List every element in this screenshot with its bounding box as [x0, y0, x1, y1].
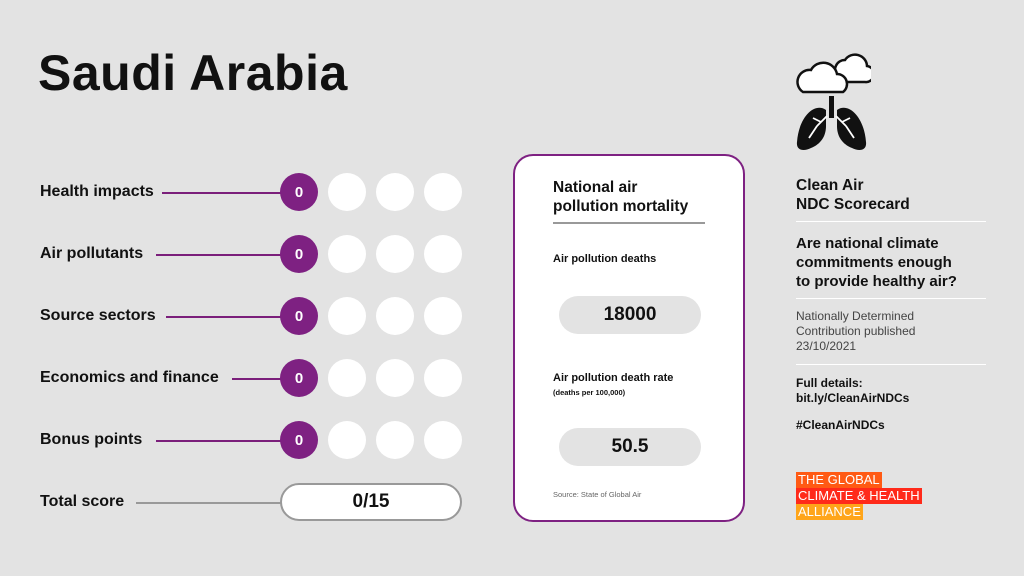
mortality-card: National air pollution mortality Air pol…: [513, 154, 745, 522]
ndc-date: 23/10/2021: [796, 339, 857, 353]
card-title-line: pollution mortality: [553, 198, 689, 215]
row-label: Bonus points: [40, 431, 143, 448]
question-line: to provide healthy air?: [796, 273, 957, 290]
page-title: Saudi Arabia: [38, 45, 348, 101]
score-dot-empty: [376, 235, 414, 273]
score-dot-filled: 0: [280, 173, 318, 211]
details-label: Full details:: [796, 376, 863, 390]
score-row-health-impacts: Health impacts 0: [40, 173, 480, 213]
card-title-underline: [553, 222, 705, 224]
hashtag: #CleanAirNDCs: [796, 418, 885, 432]
score-dot-empty: [376, 297, 414, 335]
heading-line: NDC Scorecard: [796, 196, 910, 213]
row-connector: [232, 378, 282, 380]
score-dot-empty: [328, 297, 366, 335]
score-dot-empty: [328, 173, 366, 211]
row-connector: [162, 192, 282, 194]
deaths-label: Air pollution deaths: [553, 253, 657, 265]
score-row-bonus-points: Bonus points 0: [40, 421, 480, 461]
alliance-logo-line: ALLIANCE: [796, 504, 863, 520]
total-score-row: Total score 0/15: [40, 483, 480, 523]
question-line: commitments enough: [796, 254, 952, 271]
row-connector: [166, 316, 282, 318]
divider: [796, 221, 986, 222]
row-connector: [136, 502, 282, 504]
score-dot-empty: [376, 421, 414, 459]
alliance-logo: THE GLOBAL CLIMATE & HEALTH ALLIANCE: [796, 472, 922, 520]
score-dot-filled: 0: [280, 421, 318, 459]
score-dot-filled: 0: [280, 297, 318, 335]
alliance-logo-line: THE GLOBAL: [796, 472, 882, 488]
score-row-air-pollutants: Air pollutants 0: [40, 235, 480, 275]
total-score-label: Total score: [40, 493, 125, 510]
score-dot-empty: [424, 297, 462, 335]
heading-line: Clean Air: [796, 177, 864, 194]
score-dot-empty: [328, 359, 366, 397]
death-rate-value: 50.5: [559, 428, 701, 466]
card-title-line: National air: [553, 179, 638, 196]
ndc-line: Contribution published: [796, 324, 916, 338]
full-details: Full details: bit.ly/CleanAirNDCs: [796, 376, 988, 406]
source-note: Source: State of Global Air: [553, 490, 642, 499]
question-line: Are national climate: [796, 235, 939, 252]
row-connector: [156, 254, 282, 256]
score-dot-empty: [328, 421, 366, 459]
ndc-line: Nationally Determined: [796, 309, 915, 323]
alliance-logo-line: CLIMATE & HEALTH: [796, 488, 922, 504]
death-rate-label: Air pollution death rate: [553, 372, 674, 384]
death-rate-unit: (deaths per 100,000): [553, 388, 626, 397]
clouds-lungs-icon: [796, 53, 871, 150]
card-title: National air pollution mortality: [553, 178, 723, 216]
scorecard-heading: Clean Air NDC Scorecard: [796, 176, 988, 214]
row-label: Air pollutants: [40, 245, 144, 262]
score-dot-filled: 0: [280, 235, 318, 273]
row-label: Economics and finance: [40, 369, 219, 386]
row-label: Health impacts: [40, 183, 154, 200]
score-dot-empty: [424, 235, 462, 273]
score-dot-empty: [424, 173, 462, 211]
score-dot-filled: 0: [280, 359, 318, 397]
deaths-value: 18000: [559, 296, 701, 334]
ndc-info: Nationally Determined Contribution publi…: [796, 309, 988, 354]
row-connector: [156, 440, 282, 442]
divider: [796, 298, 986, 299]
score-dot-empty: [376, 359, 414, 397]
score-row-source-sectors: Source sectors 0: [40, 297, 480, 337]
score-dot-empty: [328, 235, 366, 273]
details-link[interactable]: bit.ly/CleanAirNDCs: [796, 391, 910, 405]
total-score-value: 0/15: [280, 483, 462, 521]
score-dot-empty: [424, 421, 462, 459]
divider: [796, 364, 986, 365]
scorecard-question: Are national climate commitments enough …: [796, 234, 988, 291]
score-row-economics-finance: Economics and finance 0: [40, 359, 480, 399]
score-dot-empty: [376, 173, 414, 211]
score-dot-empty: [424, 359, 462, 397]
row-label: Source sectors: [40, 307, 156, 324]
